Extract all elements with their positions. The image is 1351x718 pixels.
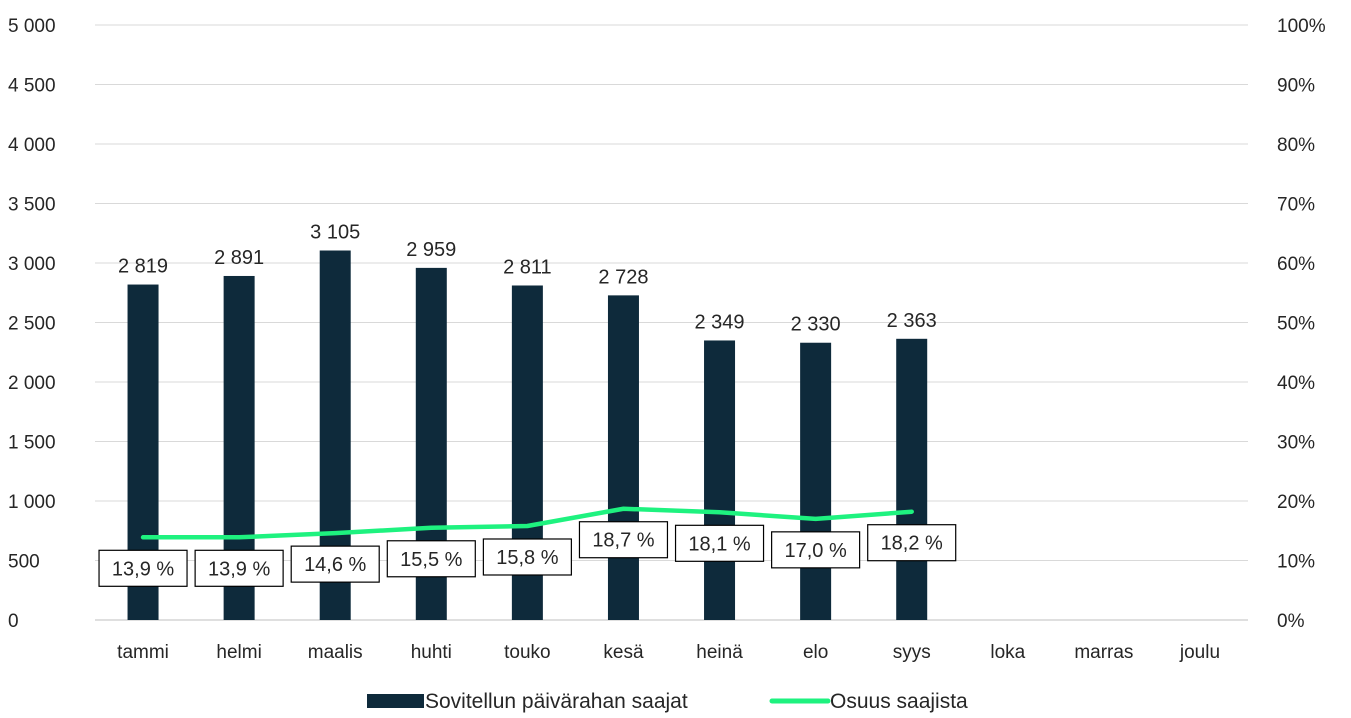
left-tick-label: 0 xyxy=(8,611,19,632)
left-tick-label: 2 500 xyxy=(8,314,56,335)
category-label: maalis xyxy=(308,642,363,663)
line-data-label-box xyxy=(867,524,957,562)
bar-data-labels: 2 819 2 891 3 105 2 959 2 811 2 728 2 349 2 330… xyxy=(118,222,937,336)
legend-swatch-bar xyxy=(367,694,424,708)
line-data-label-box xyxy=(194,549,284,587)
left-tick-label: 500 xyxy=(8,552,40,573)
line-data-label: 15,8 % xyxy=(482,538,572,576)
bar-data-label: 2 891 xyxy=(214,247,264,269)
right-tick-label: 60% xyxy=(1277,254,1315,275)
legend-label-line: Osuus saajista xyxy=(830,690,968,713)
right-tick-label: 90% xyxy=(1277,76,1315,97)
line-data-label: 13,9 % xyxy=(194,549,284,587)
bar-data-label: 2 819 xyxy=(118,256,168,278)
line-data-label-text: 13,9 % xyxy=(112,558,174,580)
right-tick-label: 100% xyxy=(1277,16,1326,37)
line-data-label-box xyxy=(771,531,861,569)
bar-data-label: 2 959 xyxy=(406,239,456,261)
bar xyxy=(800,342,832,620)
category-label: heinä xyxy=(696,642,743,663)
line-data-label-text: 17,0 % xyxy=(784,540,846,562)
bar xyxy=(607,295,639,620)
bar-data-label: 2 349 xyxy=(695,311,745,333)
right-tick-label: 70% xyxy=(1277,195,1315,216)
line-data-label: 18,1 % xyxy=(674,524,765,562)
line-data-label: 13,9 % xyxy=(98,549,188,587)
line-data-label-text: 15,5 % xyxy=(400,549,462,571)
line-data-label-box xyxy=(578,521,669,559)
bar-data-label: 2 811 xyxy=(503,256,552,278)
line-data-label: 15,5 % xyxy=(386,540,476,578)
right-tick-label: 40% xyxy=(1277,373,1315,394)
line-data-label-box xyxy=(290,545,380,583)
line-series xyxy=(140,506,914,540)
right-tick-label: 10% xyxy=(1277,552,1315,573)
left-axis-ticks: 0 500 1 000 1 500 2 000 2 500 3 000 3 500 4 000 4… xyxy=(8,16,56,632)
bar xyxy=(896,338,928,620)
category-label: elo xyxy=(803,642,828,663)
category-label: helmi xyxy=(216,642,261,663)
bar-data-label: 3 105 xyxy=(310,222,360,244)
right-tick-label: 30% xyxy=(1277,433,1315,454)
line-data-label-box xyxy=(98,549,188,587)
category-label: huhti xyxy=(411,642,452,663)
right-axis-ticks: 0% 10% 20% 30% 40% 50% 60% 70% 80% 90% 100% xyxy=(1277,16,1326,632)
line-data-labels: 13,9 % 13,9 % 14,6 % 15,5 % 15,8 % 18,7 % 18,1… xyxy=(98,521,957,587)
bar-data-label: 2 728 xyxy=(598,266,648,288)
category-label: kesä xyxy=(603,642,644,663)
line-data-label-text: 15,8 % xyxy=(496,547,558,569)
line-data-label: 14,6 % xyxy=(290,545,380,583)
left-tick-label: 5 000 xyxy=(8,16,56,37)
bar-data-label: 2 363 xyxy=(887,310,937,332)
share-line xyxy=(140,506,914,540)
left-tick-label: 3 000 xyxy=(8,254,56,275)
bar xyxy=(704,340,736,620)
left-tick-label: 4 000 xyxy=(8,135,56,156)
legend-label-bar: Sovitellun päivärahan saajat xyxy=(425,690,688,713)
bar-data-label: 2 330 xyxy=(791,314,841,336)
line-data-label-text: 18,2 % xyxy=(881,533,943,555)
category-label: marras xyxy=(1074,642,1133,663)
line-data-label-text: 18,7 % xyxy=(592,530,654,552)
line-data-label-text: 13,9 % xyxy=(208,558,270,580)
right-tick-label: 50% xyxy=(1277,314,1315,335)
right-tick-label: 20% xyxy=(1277,492,1315,513)
left-tick-label: 2 000 xyxy=(8,373,56,394)
category-label: loka xyxy=(990,642,1025,663)
legend: Sovitellun päivärahan saajat Osuus saaji… xyxy=(367,690,968,713)
category-label: tammi xyxy=(117,642,169,663)
line-data-label: 18,7 % xyxy=(578,521,669,559)
right-tick-label: 0% xyxy=(1277,611,1305,632)
left-tick-label: 1 500 xyxy=(8,433,56,454)
line-data-label-text: 18,1 % xyxy=(688,533,750,555)
left-tick-label: 1 000 xyxy=(8,492,56,513)
category-label: joulu xyxy=(1179,642,1220,663)
line-data-label-text: 14,6 % xyxy=(304,554,366,576)
category-axis-labels: tammi helmi maalis huhti touko kesä heinä elo sy… xyxy=(117,642,1220,663)
line-data-label-box xyxy=(674,524,765,562)
line-data-label: 17,0 % xyxy=(771,531,861,569)
line-data-label-box xyxy=(482,538,572,576)
left-tick-label: 4 500 xyxy=(8,76,56,97)
right-tick-label: 80% xyxy=(1277,135,1315,156)
category-label: syys xyxy=(893,642,931,663)
line-data-label: 18,2 % xyxy=(867,524,957,562)
left-tick-label: 3 500 xyxy=(8,195,56,216)
gridlines xyxy=(95,24,1248,621)
line-data-label-box xyxy=(386,540,476,578)
category-label: touko xyxy=(504,642,550,663)
